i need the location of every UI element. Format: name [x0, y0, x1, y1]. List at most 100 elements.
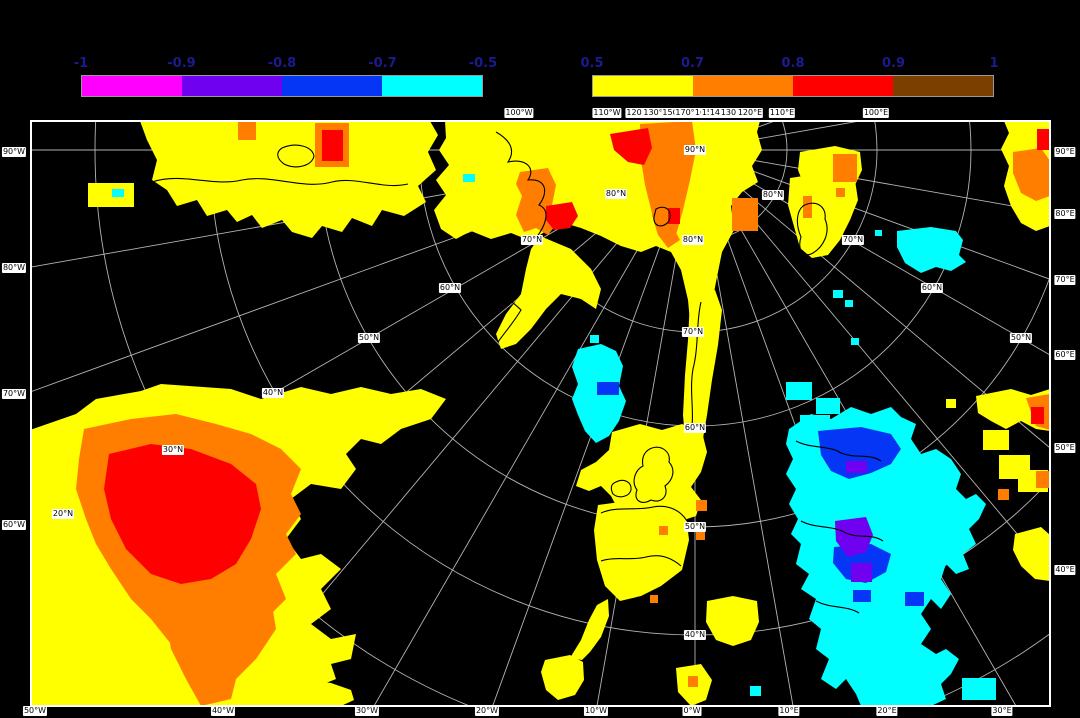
map-label-30E: 30°E — [991, 706, 1013, 716]
map-label-80N: 80°N — [761, 190, 785, 200]
colorbar-positive-segment-brown — [893, 76, 993, 96]
map-label-20N: 20°N — [51, 509, 75, 519]
region-norwegian-blue — [597, 382, 619, 395]
map-label-80N: 80°N — [681, 235, 705, 245]
map-label-60N: 60°N — [683, 423, 707, 433]
map-label-10E: 10°E — [778, 706, 800, 716]
map-label-60N: 60°N — [438, 283, 462, 293]
graticule-meridian — [596, 149, 696, 706]
colorbar-negative-tick-label: -0.8 — [267, 56, 297, 71]
region-uk-orange-dot1 — [696, 500, 707, 511]
colorbar-positive-tick-label: 0.7 — [680, 56, 705, 71]
region-kara-cyan-dot2 — [833, 290, 843, 298]
region-pechora-cyan-2 — [816, 398, 840, 414]
region-tr-corner-orange — [1013, 148, 1050, 201]
map-label-70N: 70°N — [520, 235, 544, 245]
coastline-ireland-coast — [610, 479, 632, 498]
coastline-svalbard-coast — [653, 206, 671, 227]
colorbar-positive-segment-orange — [693, 76, 793, 96]
colorbar-negative-tick-label: -0.7 — [368, 56, 397, 71]
coastline-canada-coast — [151, 177, 409, 187]
colorbar-positive — [592, 75, 994, 97]
colorbar-negative-tick-label: -0.5 — [468, 56, 498, 71]
region-tr-corner-red — [1037, 129, 1050, 150]
region-uk-orange-dot2 — [659, 526, 668, 535]
coastline-france-coast — [600, 505, 688, 522]
region-r50-orange2 — [1036, 471, 1050, 488]
graticule-meridian — [694, 149, 898, 706]
map-label-100E: 100°E — [862, 108, 890, 118]
map-label-40W: 40°W — [210, 706, 236, 716]
region-norwegian-cyan-dot — [590, 335, 599, 343]
region-r50-red — [1031, 407, 1044, 424]
region-novaya-orange-1 — [803, 196, 812, 218]
region-r50-orange-dot — [998, 489, 1009, 500]
map-label-120E: 120°E — [736, 108, 764, 118]
graticule-meridian — [694, 149, 1050, 280]
region-greenland-red — [546, 202, 578, 230]
colorbar-positive-segment-red — [793, 76, 893, 96]
map-label-40N: 40°N — [261, 388, 285, 398]
region-russia-blue-4 — [853, 590, 871, 602]
map-label-50N: 50°N — [357, 333, 381, 343]
region-ural-yellow-dot — [946, 399, 956, 408]
graticule-meridian — [492, 149, 696, 706]
colorbar-positive-tick-label: 0.8 — [781, 56, 805, 71]
region-russia-violet-2 — [835, 517, 873, 557]
colorbar-positive-tick-label: 0.5 — [580, 56, 604, 71]
coastline-norway-coast — [690, 301, 702, 434]
map-label-50W: 50°W — [22, 706, 48, 716]
map-label-70W: 70°W — [1, 389, 27, 399]
map-label-90W: 90°W — [1, 147, 27, 157]
region-svalbard-orange — [652, 190, 680, 248]
colorbar-negative-tick-label: -1 — [73, 56, 89, 71]
map-label-60N: 60°N — [920, 283, 944, 293]
graticule-meridian — [694, 149, 1050, 214]
region-pechora-cyan-1 — [786, 382, 812, 400]
region-left-yellow-patch — [88, 183, 134, 207]
region-cyan-dot-1 — [112, 189, 124, 197]
region-canada-arctic-yellow — [140, 121, 438, 238]
map-label-80W: 80°W — [1, 263, 27, 273]
region-kara-cyan-dot1 — [875, 230, 882, 236]
region-pole-red-streak — [610, 128, 652, 165]
graticule-meridian — [694, 149, 1017, 706]
map-label-130E: 130°E — [719, 108, 747, 118]
graticule-meridian — [373, 149, 696, 706]
map-label-60E: 60°E — [1054, 350, 1076, 360]
map-label-100W: 100°W — [504, 108, 534, 118]
map-label-20W: 20°W — [474, 706, 500, 716]
region-russia-blue-1 — [818, 427, 901, 479]
coastline-greenland-coast — [495, 131, 547, 343]
region-canada-orange-spot — [238, 121, 256, 140]
region-spain-yellow — [706, 596, 759, 646]
region-uk-yellow — [576, 424, 707, 526]
region-r40-yellow — [1013, 527, 1050, 581]
map-label-130W: 130°W — [642, 108, 672, 118]
colorbar-negative-segment-magenta — [82, 76, 182, 96]
map-label-80E: 80°E — [1054, 209, 1076, 219]
region-r50-yellow-scatter1 — [983, 430, 1009, 450]
graticule-meridian — [694, 149, 1050, 574]
region-uk-orange-dot3 — [696, 532, 705, 540]
map-label-110E: 110°E — [768, 108, 796, 118]
region-canada-red-spot — [322, 130, 343, 161]
map-label-60W: 60°W — [1, 520, 27, 530]
region-bottom-right-cyan — [962, 678, 996, 700]
region-franz-josef-orange — [833, 154, 857, 182]
region-bottom-cyan-dot — [750, 686, 761, 696]
region-svalbard-red — [668, 208, 680, 224]
map-label-80N: 80°N — [604, 189, 628, 199]
map-label-70E: 70°E — [1054, 275, 1076, 285]
coastline-russia-rivers — [795, 440, 884, 614]
region-russia-violet-3 — [851, 563, 872, 582]
map-label-90N: 90°N — [683, 145, 707, 155]
coastline-uk-coast — [633, 446, 674, 503]
region-iberia-strip-yellow — [570, 599, 609, 660]
region-greenland-tail-yellow — [496, 236, 601, 349]
map-label-110W: 110°W — [592, 108, 622, 118]
map-label-50N: 50°N — [683, 522, 707, 532]
map-label-120W: 120°W — [625, 108, 655, 118]
